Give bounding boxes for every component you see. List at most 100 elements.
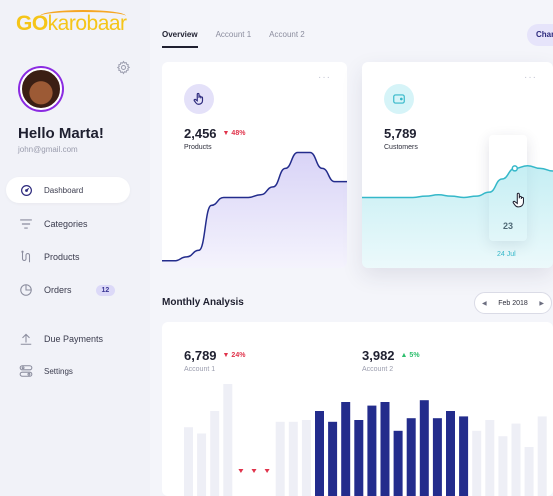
products-icon: [18, 250, 34, 264]
bar-account-1: [419, 400, 429, 496]
monthly-analysis-title: Monthly Analysis: [162, 297, 244, 308]
customers-curve-series-line: [362, 165, 553, 199]
products-curve-area-fill: [162, 152, 347, 268]
account-2-delta: ▲ 5%: [400, 352, 420, 359]
nav-label-products: Products: [44, 252, 80, 262]
products-metric: 2,456 ▼ 48%: [184, 126, 245, 141]
customers-metric: 5,789: [384, 126, 417, 141]
wallet-icon: [384, 84, 414, 114]
filter-lines-icon: [18, 217, 34, 231]
chart-button[interactable]: Char: [527, 24, 553, 46]
brand-logo[interactable]: GOkarobaar: [16, 10, 127, 36]
customers-area-chart: [362, 165, 553, 268]
bar-account-1: [341, 402, 351, 496]
bar-account-1: [328, 421, 338, 496]
chevron-left-icon[interactable]: ◀: [482, 300, 487, 307]
nav-item-orders[interactable]: Orders 12: [6, 277, 130, 303]
bar-account-1: [446, 411, 455, 496]
nav-label-categories: Categories: [44, 219, 88, 229]
user-email: john@gmail.com: [18, 145, 78, 154]
bar-account-2: [301, 420, 311, 496]
bar-account-2: [472, 430, 482, 496]
bar-account-2: [223, 384, 233, 496]
monthly-bar-chart: [184, 384, 547, 496]
products-value: 2,456: [184, 126, 217, 141]
sidebar: GOkarobaar Hello Marta! john@gmail.com D…: [0, 0, 150, 496]
top-tabs: Overview Account 1 Account 2: [162, 30, 305, 48]
products-delta-value: 48%: [231, 130, 246, 137]
nav-item-due-payments[interactable]: Due Payments: [6, 326, 130, 352]
monthly-analysis-card: 6,789 ▼ 24% Account 1 3,982 ▲ 5% Account…: [162, 322, 553, 496]
bar-account-1: [406, 418, 416, 496]
bar-account-2: [288, 421, 298, 496]
bar-account-2: [210, 411, 220, 496]
speedometer-icon: [18, 183, 34, 197]
nav-label-orders: Orders: [44, 285, 72, 295]
nav-item-categories[interactable]: Categories: [6, 211, 130, 237]
hand-pointer-icon: [184, 84, 214, 114]
hand-cursor-icon: [512, 192, 524, 208]
bar-down-marker: [264, 469, 270, 473]
more-options-icon[interactable]: ···: [524, 72, 537, 83]
bar-down-marker: [251, 469, 257, 473]
bar-account-2: [485, 420, 495, 496]
upload-arrow-icon: [18, 332, 34, 346]
products-curve-series-line: [162, 151, 347, 262]
bar-account-2: [184, 427, 193, 496]
tab-account-2[interactable]: Account 2: [269, 30, 305, 39]
selected-month: Feb 2018: [498, 299, 528, 307]
gear-icon[interactable]: [116, 60, 131, 75]
toggle-settings-icon: [18, 364, 34, 378]
customers-curve-area-fill: [362, 165, 553, 268]
greeting: Hello Marta!: [18, 125, 104, 142]
bar-account-2: [537, 416, 547, 496]
products-label: Products: [184, 144, 212, 151]
bar-account-1: [432, 418, 442, 496]
account-1-delta-value: 24%: [231, 352, 246, 359]
pie-chart-icon: [18, 283, 34, 297]
bar-account-2: [275, 421, 285, 496]
account-2-metric: 3,982 ▲ 5%: [362, 348, 420, 363]
bar-account-2: [511, 423, 521, 496]
month-picker[interactable]: ◀ Feb 2018 ▶: [474, 292, 552, 314]
nav-item-products[interactable]: Products: [6, 244, 130, 270]
tab-overview[interactable]: Overview: [162, 30, 198, 48]
orders-count-badge: 12: [95, 284, 116, 296]
products-card: ··· 2,456 ▼ 48% Products: [162, 62, 347, 268]
nav-label-dashboard: Dashboard: [44, 185, 84, 195]
bar-account-2: [197, 433, 207, 496]
account-1-label: Account 1: [184, 366, 216, 373]
bar-account-1: [367, 405, 377, 496]
account-1-delta: ▼ 24%: [222, 352, 246, 359]
avatar-photo: [20, 68, 62, 110]
account-1-value: 6,789: [184, 348, 217, 363]
bar-account-1: [354, 420, 364, 496]
account-2-label: Account 2: [362, 366, 394, 373]
tooltip-point: [511, 165, 519, 172]
nav-item-settings[interactable]: Settings: [6, 358, 130, 384]
bar-account-1: [315, 411, 324, 496]
account-1-metric: 6,789 ▼ 24%: [184, 348, 245, 363]
chevron-right-icon[interactable]: ▶: [539, 300, 544, 307]
tab-account-1[interactable]: Account 1: [215, 30, 252, 39]
bar-account-1: [380, 402, 390, 496]
products-area-chart: [162, 151, 347, 268]
account-2-delta-value: 5%: [409, 352, 420, 359]
logo-arc: [40, 10, 126, 22]
tooltip-date: 24 Jul: [497, 251, 516, 258]
nav-label-due-payments: Due Payments: [44, 334, 104, 344]
nav-item-dashboard[interactable]: Dashboard: [6, 177, 130, 203]
customers-value: 5,789: [384, 126, 417, 141]
avatar[interactable]: [18, 66, 64, 112]
bar-down-marker: [238, 469, 244, 473]
more-options-icon[interactable]: ···: [318, 72, 331, 83]
bar-account-1: [459, 416, 469, 496]
customers-label: Customers: [384, 144, 418, 151]
bar-account-1: [393, 430, 403, 496]
account-2-value: 3,982: [362, 348, 395, 363]
customers-card: ··· 5,789 Customers 23 24 Jul: [362, 62, 553, 268]
products-delta: ▼ 48%: [222, 130, 246, 137]
bar-account-2: [524, 447, 534, 496]
bar-account-2: [498, 436, 508, 496]
nav-label-settings: Settings: [44, 366, 73, 376]
